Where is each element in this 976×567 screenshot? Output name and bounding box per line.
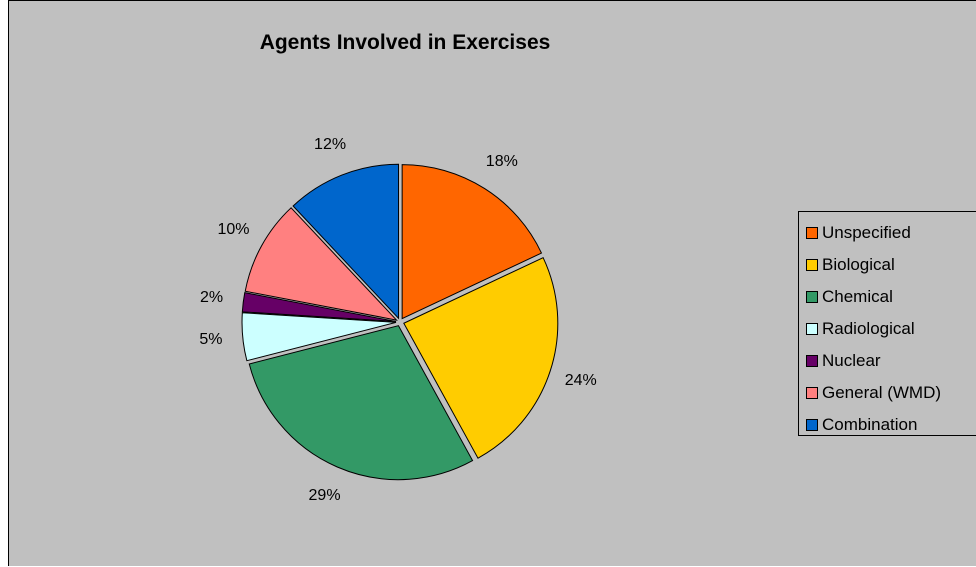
pie-slice-general-wmd	[244, 207, 398, 321]
pie-slice-unspecified	[401, 164, 543, 320]
legend-label: Unspecified	[822, 223, 911, 242]
legend-item: Nuclear	[806, 345, 976, 377]
legend-swatch	[806, 355, 818, 367]
pie-slice-combination	[292, 163, 400, 320]
pie-slice-chemical	[248, 325, 474, 481]
pie-label: 29%	[308, 487, 341, 505]
legend-item: Radiological	[806, 313, 976, 345]
legend-swatch	[806, 291, 818, 303]
pie-label: 10%	[217, 221, 250, 239]
pie-slice-radiological	[241, 312, 397, 362]
pie-label: 18%	[485, 152, 518, 170]
pie-label: 5%	[199, 330, 223, 348]
legend-label: Chemical	[822, 287, 893, 306]
pie-label: 2%	[199, 289, 224, 307]
chart-title: Agents Involved in Exercises	[259, 31, 551, 54]
legend-label: General (WMD)	[822, 383, 942, 402]
pie-chart	[241, 163, 559, 481]
legend-swatch	[806, 419, 818, 431]
pie-label: 12%	[314, 136, 347, 154]
pie-slice-nuclear	[241, 292, 397, 322]
chart-area: Agents Involved in Exercises 18% 24% 29% 5%…	[8, 0, 976, 566]
legend-swatch	[806, 259, 818, 271]
legend-item: Unspecified	[806, 217, 976, 249]
pie-slice-biological	[403, 257, 559, 459]
legend-label: Combination	[822, 415, 918, 434]
pie-label: 24%	[564, 371, 597, 389]
legend-swatch	[806, 227, 818, 239]
legend-swatch	[806, 323, 818, 335]
legend: Unspecified Biological Chemical Radiologica…	[798, 211, 976, 436]
legend-label: Radiological	[822, 319, 915, 338]
legend-label: Biological	[822, 255, 895, 274]
legend-item: Combination	[806, 409, 976, 441]
legend-label: Nuclear	[822, 351, 881, 370]
legend-item: Chemical	[806, 281, 976, 313]
legend-swatch	[806, 387, 818, 399]
legend-item: General (WMD)	[806, 377, 976, 409]
legend-item: Biological	[806, 249, 976, 281]
